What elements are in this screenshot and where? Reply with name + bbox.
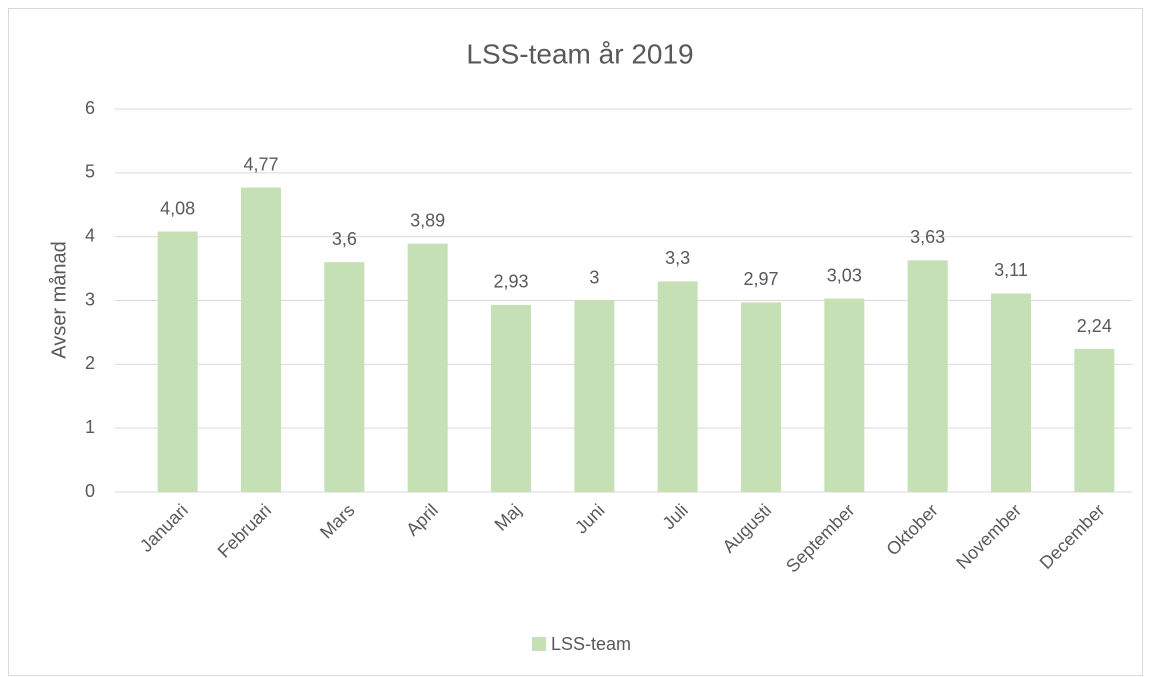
data-label: 2,24: [1077, 316, 1112, 336]
bar: [741, 302, 781, 492]
y-tick-label: 1: [85, 417, 95, 437]
y-tick-label: 0: [85, 481, 95, 501]
data-label: 4,08: [160, 198, 195, 218]
bar: [491, 304, 531, 492]
y-tick-label: 2: [85, 353, 95, 373]
data-label: 3,03: [827, 265, 862, 285]
legend-label: LSS-team: [551, 634, 631, 654]
y-tick-label: 5: [85, 162, 95, 182]
data-label: 3,11: [994, 260, 1028, 280]
bar: [324, 262, 365, 492]
data-label: 3,6: [332, 229, 357, 249]
data-label: 3,63: [910, 227, 945, 247]
bar: [991, 293, 1031, 492]
data-label: 4,77: [243, 154, 278, 174]
data-label: 3,3: [665, 248, 690, 268]
bar: [907, 260, 948, 492]
bar: [657, 281, 698, 492]
bar: [157, 231, 198, 492]
data-label: 3,89: [410, 210, 445, 230]
data-label: 2,93: [493, 272, 528, 292]
bar: [824, 298, 865, 492]
y-axis-label: Avser månad: [48, 241, 70, 358]
bar: [241, 187, 281, 492]
legend-swatch: [532, 637, 546, 651]
chart-title: LSS-team år 2019: [466, 38, 693, 69]
y-tick-label: 4: [85, 225, 95, 245]
y-tick-label: 6: [85, 98, 95, 118]
data-label: 2,97: [743, 269, 778, 289]
data-label: 3: [589, 267, 599, 287]
bar: [407, 243, 448, 492]
bar: [1074, 349, 1115, 492]
bar: [574, 300, 615, 492]
y-tick-label: 3: [85, 289, 95, 309]
